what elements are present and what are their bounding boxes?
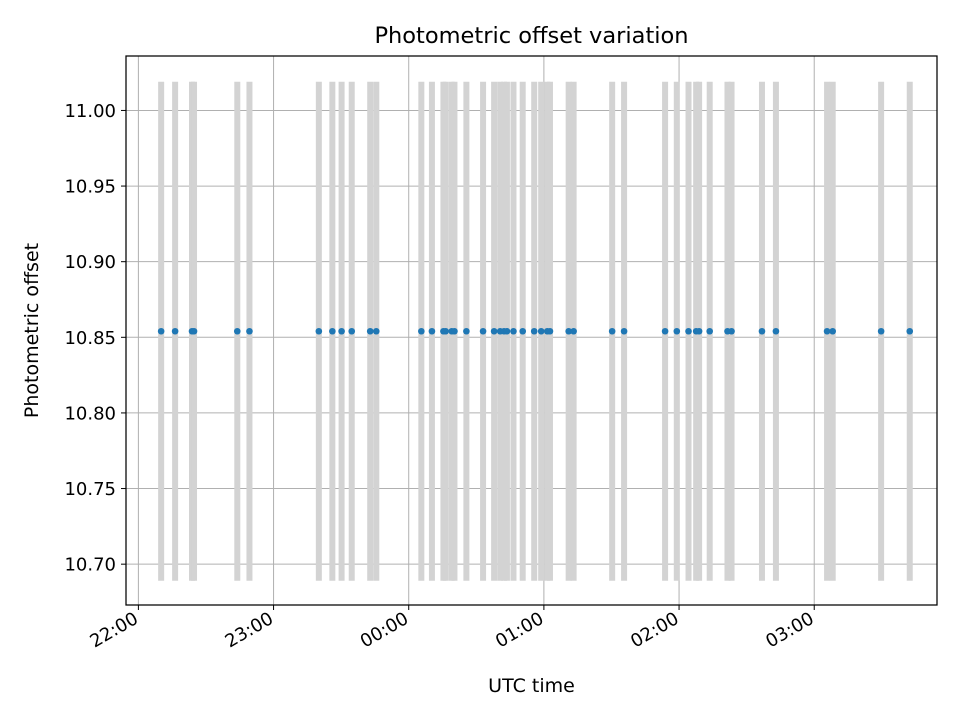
data-point (772, 327, 780, 335)
data-point (620, 327, 628, 335)
data-point (537, 327, 545, 335)
data-point (338, 327, 345, 335)
data-point (451, 327, 458, 335)
data-point (428, 327, 436, 335)
x-axis-label: UTC time (488, 675, 575, 697)
y-axis-label: Photometric offset (21, 243, 43, 418)
data-point (190, 327, 198, 335)
data-point (418, 327, 425, 335)
y-tick-label: 10.85 (64, 328, 116, 349)
data-point (233, 327, 241, 335)
data-point (519, 327, 527, 335)
y-tick-label: 10.70 (64, 555, 116, 576)
data-point (728, 327, 735, 335)
data-point (685, 327, 692, 335)
data-point (877, 327, 885, 335)
data-point (706, 327, 713, 335)
data-point (348, 327, 356, 335)
y-tick-label: 10.95 (64, 177, 116, 198)
data-point (829, 327, 836, 335)
data-point (695, 327, 703, 335)
data-point (372, 327, 380, 335)
y-tick-label: 10.75 (64, 479, 116, 500)
data-point (157, 327, 165, 335)
data-point (171, 327, 179, 335)
y-tick-label: 10.90 (64, 252, 116, 273)
data-point (608, 327, 616, 335)
data-point (366, 327, 374, 335)
data-point (463, 327, 470, 335)
data-point (546, 327, 554, 335)
data-point (758, 327, 766, 335)
chart-title: Photometric offset variation (374, 23, 688, 49)
data-point (661, 327, 669, 335)
data-point (823, 327, 831, 335)
data-point (246, 327, 253, 335)
y-axis-ticks: 10.70 10.75 10.80 10.85 10.90 10.95 11.00 (64, 101, 126, 576)
data-point (906, 327, 914, 335)
data-point (329, 327, 336, 335)
data-point (442, 327, 449, 335)
data-point (565, 327, 572, 335)
data-point (673, 327, 681, 335)
data-point (315, 327, 323, 335)
data-point (570, 327, 577, 335)
plot-frame (125, 55, 938, 606)
y-tick-label: 11.00 (64, 101, 116, 122)
data-series (157, 327, 914, 335)
data-point (510, 327, 517, 335)
data-point (479, 327, 487, 335)
y-tick-label: 10.80 (64, 403, 116, 424)
data-point (530, 327, 538, 335)
data-point (490, 327, 498, 335)
data-point (503, 327, 511, 335)
